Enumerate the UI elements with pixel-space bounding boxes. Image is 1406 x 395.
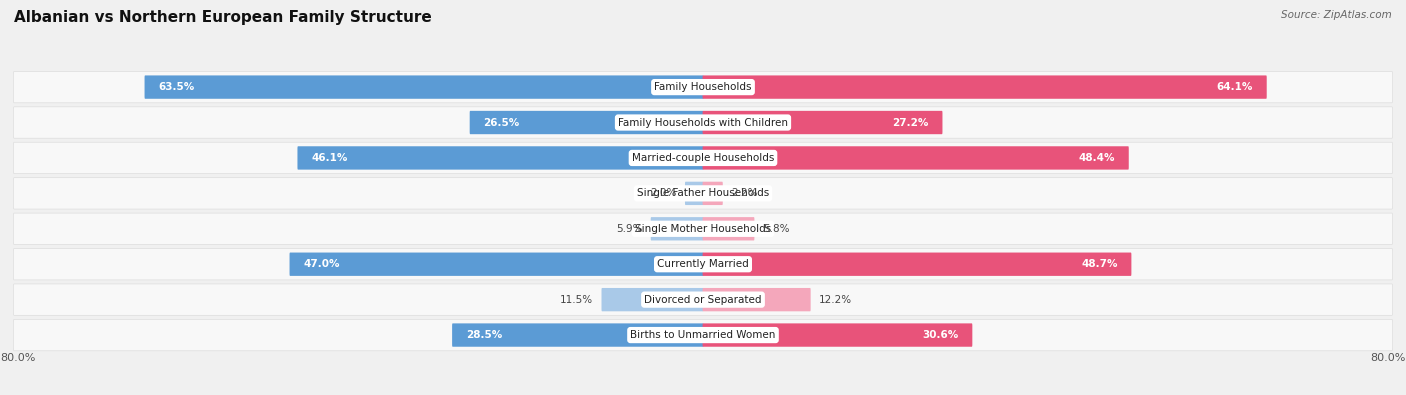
Text: 2.2%: 2.2%	[731, 188, 758, 198]
Text: 64.1%: 64.1%	[1216, 82, 1253, 92]
FancyBboxPatch shape	[602, 288, 703, 311]
FancyBboxPatch shape	[685, 182, 703, 205]
Text: Albanian vs Northern European Family Structure: Albanian vs Northern European Family Str…	[14, 10, 432, 25]
Text: 47.0%: 47.0%	[304, 259, 340, 269]
Text: Married-couple Households: Married-couple Households	[631, 153, 775, 163]
Text: 26.5%: 26.5%	[484, 118, 520, 128]
Text: Currently Married: Currently Married	[657, 259, 749, 269]
Text: Single Father Households: Single Father Households	[637, 188, 769, 198]
FancyBboxPatch shape	[145, 75, 703, 99]
Text: 63.5%: 63.5%	[159, 82, 194, 92]
FancyBboxPatch shape	[13, 107, 1392, 138]
Text: Divorced or Separated: Divorced or Separated	[644, 295, 762, 305]
FancyBboxPatch shape	[13, 142, 1392, 174]
FancyBboxPatch shape	[13, 213, 1392, 245]
FancyBboxPatch shape	[453, 324, 703, 347]
FancyBboxPatch shape	[13, 284, 1392, 315]
Text: 80.0%: 80.0%	[1371, 353, 1406, 363]
FancyBboxPatch shape	[703, 217, 755, 241]
Text: 5.8%: 5.8%	[762, 224, 789, 234]
FancyBboxPatch shape	[651, 217, 703, 241]
Legend: Albanian, Northern European: Albanian, Northern European	[0, 389, 122, 395]
FancyBboxPatch shape	[703, 146, 1129, 169]
Text: 5.9%: 5.9%	[616, 224, 643, 234]
FancyBboxPatch shape	[13, 178, 1392, 209]
Text: 46.1%: 46.1%	[311, 153, 347, 163]
FancyBboxPatch shape	[703, 324, 973, 347]
Text: 11.5%: 11.5%	[560, 295, 593, 305]
Text: 12.2%: 12.2%	[818, 295, 852, 305]
Text: Family Households: Family Households	[654, 82, 752, 92]
FancyBboxPatch shape	[298, 146, 703, 169]
FancyBboxPatch shape	[13, 248, 1392, 280]
FancyBboxPatch shape	[703, 75, 1267, 99]
Text: Births to Unmarried Women: Births to Unmarried Women	[630, 330, 776, 340]
Text: 2.0%: 2.0%	[650, 188, 676, 198]
FancyBboxPatch shape	[290, 252, 703, 276]
FancyBboxPatch shape	[13, 320, 1392, 351]
FancyBboxPatch shape	[13, 71, 1392, 103]
Text: 80.0%: 80.0%	[0, 353, 35, 363]
Text: 48.4%: 48.4%	[1078, 153, 1115, 163]
Text: 27.2%: 27.2%	[893, 118, 929, 128]
FancyBboxPatch shape	[470, 111, 703, 134]
FancyBboxPatch shape	[703, 182, 723, 205]
Text: 28.5%: 28.5%	[465, 330, 502, 340]
FancyBboxPatch shape	[703, 252, 1132, 276]
FancyBboxPatch shape	[703, 111, 942, 134]
Text: Source: ZipAtlas.com: Source: ZipAtlas.com	[1281, 10, 1392, 20]
FancyBboxPatch shape	[703, 288, 811, 311]
Text: Family Households with Children: Family Households with Children	[619, 118, 787, 128]
Text: 30.6%: 30.6%	[922, 330, 959, 340]
Text: 48.7%: 48.7%	[1081, 259, 1118, 269]
Text: Single Mother Households: Single Mother Households	[636, 224, 770, 234]
